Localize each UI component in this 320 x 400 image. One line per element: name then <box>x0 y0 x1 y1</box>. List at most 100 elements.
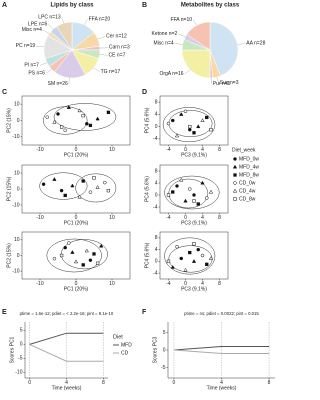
slice-category: Ketone <box>152 31 168 37</box>
legend-label: CD_8w <box>239 196 256 202</box>
slice-value: n=7 <box>117 53 126 59</box>
confidence-ellipse <box>53 103 117 131</box>
point <box>179 112 184 116</box>
x-tick-label: -4 <box>166 215 171 221</box>
x-tick-label: -4 <box>166 147 171 153</box>
slice-category: TG <box>101 69 108 75</box>
slice-category: Cer <box>106 34 114 40</box>
y-tick-label: 5 <box>163 330 166 336</box>
chart-title: Lipids by class <box>50 3 94 9</box>
point <box>233 173 237 177</box>
slice-value: n=6 <box>39 22 48 28</box>
confidence-ellipse <box>164 237 216 275</box>
y-tick-label: -10 <box>15 370 22 376</box>
x-tick-label: 0 <box>75 281 78 287</box>
leader-line <box>97 36 106 40</box>
x-tick-label: 0 <box>173 380 176 386</box>
y-tick-label: 5 <box>20 328 23 334</box>
confidence-ellipse <box>46 238 102 273</box>
x-tick-label: 10 <box>109 215 115 221</box>
confidence-ellipse <box>168 110 213 137</box>
point <box>63 128 67 133</box>
series-line <box>29 343 104 362</box>
x-tick-label: 0 <box>184 215 187 221</box>
slice-category: PI <box>24 63 29 69</box>
point <box>77 194 82 199</box>
y-tick-label: -4 <box>153 270 158 276</box>
point <box>192 193 196 197</box>
x-tick-label: 4 <box>65 380 68 386</box>
x-axis-label: PC3 (9.1%) <box>181 286 207 292</box>
slice-value: n=7 <box>30 63 39 69</box>
slice-label: Pur n=1 <box>213 81 231 87</box>
slice-category: Pur <box>213 81 221 87</box>
panel-label: F <box>142 309 147 316</box>
x-tick-label: 4 <box>220 380 223 386</box>
point <box>196 202 200 206</box>
leader-line <box>216 77 219 84</box>
confidence-ellipse <box>42 106 88 135</box>
slice-label: Cer n=12 <box>106 34 127 40</box>
leader-line <box>184 69 191 75</box>
point <box>95 185 100 189</box>
y-tick-label: 8 <box>155 235 158 241</box>
series-line <box>29 332 104 345</box>
slice-label: FFA n=20 <box>89 17 111 23</box>
point <box>208 189 214 194</box>
leader-line <box>68 77 70 84</box>
point <box>88 123 93 128</box>
plot-frame <box>159 164 229 214</box>
confidence-ellipse <box>164 175 220 210</box>
x-axis-label: Time (weeks) <box>207 385 237 391</box>
slice-category: PS <box>28 71 35 77</box>
confidence-ellipse <box>162 107 216 143</box>
slice-value: n=17 <box>109 69 120 75</box>
point <box>59 188 64 193</box>
point <box>205 196 209 200</box>
point <box>81 263 85 267</box>
point <box>196 124 201 129</box>
point <box>208 256 214 260</box>
point <box>63 245 67 250</box>
point <box>191 259 197 263</box>
slice-category: LPE <box>28 22 38 28</box>
point <box>106 110 111 114</box>
leader-line <box>48 24 54 30</box>
x-tick-label: -10 <box>36 147 43 153</box>
y-tick-label: 0 <box>155 192 158 198</box>
point <box>84 248 89 253</box>
point <box>171 118 175 123</box>
point <box>175 184 179 188</box>
point <box>192 199 196 203</box>
point <box>209 128 213 132</box>
point <box>170 264 175 269</box>
x-tick-label: 10 <box>109 147 115 153</box>
legend-label: MFD_0w <box>239 156 259 162</box>
point <box>188 127 192 132</box>
point <box>166 193 171 197</box>
point <box>188 187 192 191</box>
pie-slice <box>186 21 211 51</box>
y-tick-label: 0 <box>155 124 158 130</box>
point <box>63 193 67 198</box>
x-tick-label: 0 <box>184 281 187 287</box>
x-tick-label: 0 <box>28 380 31 386</box>
slice-category: Carn <box>109 45 120 51</box>
slice-value: n=4 <box>165 41 174 47</box>
y-tick-label: -10 <box>12 268 19 274</box>
slice-category: SM <box>48 81 56 87</box>
panel-label: E <box>2 309 7 316</box>
point <box>52 177 57 181</box>
y-axis-label: PC4 (5.6%) <box>144 107 150 133</box>
y-axis-label: PC2 (15%) <box>6 176 12 201</box>
point <box>192 242 196 246</box>
pie-slice <box>209 21 239 77</box>
x-tick-label: 4 <box>201 281 204 287</box>
point <box>95 261 100 265</box>
x-tick-label: 4 <box>201 215 204 221</box>
point <box>232 164 238 169</box>
point <box>188 124 192 129</box>
point <box>166 259 171 264</box>
y-tick-label: 10 <box>14 237 20 243</box>
